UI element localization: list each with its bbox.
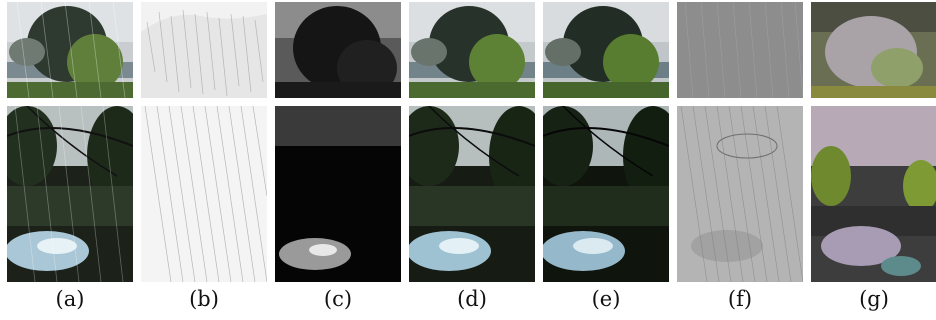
bottom-image-f — [677, 106, 803, 282]
top-image-f — [677, 2, 803, 98]
top-image-c — [275, 2, 401, 98]
caption-f: (f) — [727, 287, 753, 311]
top-image-g — [811, 2, 936, 98]
top-image-a — [7, 2, 133, 98]
caption-d: (d) — [457, 287, 487, 311]
caption-g: (g) — [859, 287, 889, 311]
bottom-image-d — [409, 106, 535, 282]
top-image-d — [409, 2, 535, 98]
bottom-image-c — [275, 106, 401, 282]
caption-c: (c) — [323, 287, 353, 311]
bottom-image-a — [7, 106, 133, 282]
caption-b: (b) — [189, 287, 219, 311]
bottom-image-e — [543, 106, 669, 282]
top-image-b — [141, 2, 267, 98]
top-image-e — [543, 2, 669, 98]
bottom-image-b — [141, 106, 267, 282]
bottom-image-g — [811, 106, 936, 282]
caption-e: (e) — [591, 287, 621, 311]
caption-a: (a) — [55, 287, 85, 311]
